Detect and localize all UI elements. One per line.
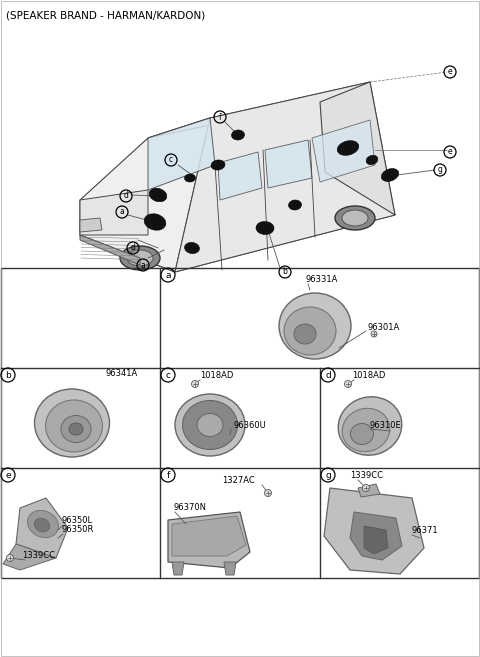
Circle shape bbox=[362, 484, 370, 491]
Polygon shape bbox=[80, 218, 102, 232]
Polygon shape bbox=[80, 118, 210, 272]
Text: (SPEAKER BRAND - HARMAN/KARDON): (SPEAKER BRAND - HARMAN/KARDON) bbox=[6, 11, 205, 21]
Ellipse shape bbox=[27, 510, 59, 537]
Text: e: e bbox=[448, 148, 452, 156]
Ellipse shape bbox=[35, 389, 109, 457]
Ellipse shape bbox=[279, 293, 351, 359]
Circle shape bbox=[192, 380, 199, 388]
Ellipse shape bbox=[366, 155, 378, 165]
Ellipse shape bbox=[197, 413, 223, 436]
Ellipse shape bbox=[335, 206, 375, 230]
Text: d: d bbox=[325, 371, 331, 380]
Text: 96350L: 96350L bbox=[62, 516, 93, 525]
Ellipse shape bbox=[149, 188, 167, 202]
Text: 96331A: 96331A bbox=[305, 275, 337, 284]
Ellipse shape bbox=[231, 130, 244, 140]
Text: 96371: 96371 bbox=[412, 526, 439, 535]
Polygon shape bbox=[80, 172, 395, 272]
Text: 1339CC: 1339CC bbox=[350, 471, 383, 480]
Ellipse shape bbox=[342, 408, 390, 451]
Polygon shape bbox=[350, 512, 402, 560]
Text: e: e bbox=[5, 470, 11, 480]
Polygon shape bbox=[320, 82, 395, 215]
Text: 96341A: 96341A bbox=[105, 369, 137, 378]
Text: d: d bbox=[123, 191, 129, 200]
Circle shape bbox=[7, 555, 13, 562]
Ellipse shape bbox=[61, 415, 91, 443]
Ellipse shape bbox=[288, 200, 301, 210]
Text: d: d bbox=[131, 244, 135, 252]
Text: a: a bbox=[165, 271, 171, 279]
Polygon shape bbox=[148, 82, 370, 138]
Ellipse shape bbox=[120, 246, 160, 270]
Text: 1018AD: 1018AD bbox=[352, 371, 385, 380]
Ellipse shape bbox=[337, 141, 359, 155]
Text: 96301A: 96301A bbox=[368, 323, 400, 332]
Polygon shape bbox=[265, 140, 312, 188]
Text: c: c bbox=[169, 156, 173, 164]
Polygon shape bbox=[80, 235, 140, 265]
Ellipse shape bbox=[34, 518, 50, 532]
Ellipse shape bbox=[182, 401, 238, 449]
Text: 1339CC: 1339CC bbox=[22, 551, 55, 560]
Text: c: c bbox=[166, 371, 170, 380]
Circle shape bbox=[264, 489, 272, 497]
Text: 96370N: 96370N bbox=[174, 503, 207, 512]
Text: f: f bbox=[218, 112, 221, 122]
Text: b: b bbox=[5, 371, 11, 380]
Text: 96360U: 96360U bbox=[233, 421, 266, 430]
Text: a: a bbox=[120, 208, 124, 217]
Ellipse shape bbox=[127, 250, 153, 266]
Bar bbox=[1, 268, 479, 578]
Polygon shape bbox=[218, 152, 262, 200]
Polygon shape bbox=[80, 190, 148, 235]
Ellipse shape bbox=[256, 221, 274, 235]
Text: 1327AC: 1327AC bbox=[222, 476, 255, 485]
Ellipse shape bbox=[294, 324, 316, 344]
Polygon shape bbox=[148, 118, 215, 190]
Text: 96310E: 96310E bbox=[370, 421, 402, 430]
Polygon shape bbox=[224, 562, 236, 575]
Text: f: f bbox=[167, 470, 169, 480]
Ellipse shape bbox=[69, 423, 83, 435]
Polygon shape bbox=[172, 516, 246, 556]
Text: 1018AD: 1018AD bbox=[200, 371, 233, 380]
Ellipse shape bbox=[175, 394, 245, 456]
Text: g: g bbox=[325, 470, 331, 480]
Polygon shape bbox=[175, 82, 395, 272]
Polygon shape bbox=[172, 562, 184, 575]
Ellipse shape bbox=[284, 307, 336, 355]
Ellipse shape bbox=[350, 424, 373, 445]
Polygon shape bbox=[3, 544, 56, 570]
Polygon shape bbox=[324, 488, 424, 574]
Circle shape bbox=[345, 380, 351, 388]
Polygon shape bbox=[168, 512, 250, 568]
Ellipse shape bbox=[184, 242, 200, 254]
Circle shape bbox=[371, 331, 377, 337]
Ellipse shape bbox=[342, 210, 368, 226]
Ellipse shape bbox=[211, 160, 225, 170]
Text: g: g bbox=[438, 166, 443, 175]
Polygon shape bbox=[16, 498, 68, 558]
Polygon shape bbox=[358, 484, 380, 497]
Text: e: e bbox=[448, 68, 452, 76]
Polygon shape bbox=[312, 120, 375, 182]
Ellipse shape bbox=[46, 400, 103, 452]
Ellipse shape bbox=[381, 169, 399, 181]
Text: b: b bbox=[283, 267, 288, 277]
Ellipse shape bbox=[144, 214, 166, 230]
Ellipse shape bbox=[184, 174, 195, 182]
Text: a: a bbox=[141, 260, 145, 269]
Ellipse shape bbox=[338, 397, 402, 455]
Text: 96350R: 96350R bbox=[62, 525, 95, 534]
Polygon shape bbox=[364, 526, 388, 554]
